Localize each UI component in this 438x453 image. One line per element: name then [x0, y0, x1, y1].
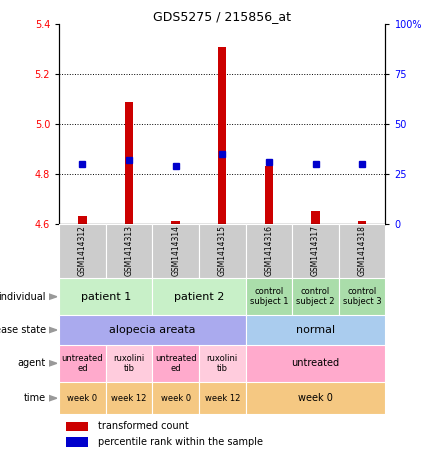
Bar: [199, 345, 246, 382]
Bar: [311, 212, 320, 224]
Bar: [66, 437, 88, 447]
Text: normal: normal: [296, 325, 335, 335]
Text: patient 2: patient 2: [174, 292, 224, 302]
Text: disease state: disease state: [0, 325, 46, 335]
Text: ruxolini
tib: ruxolini tib: [207, 354, 238, 373]
Polygon shape: [49, 395, 57, 401]
Bar: [339, 224, 385, 278]
Text: GSM1414313: GSM1414313: [124, 226, 134, 276]
Bar: [59, 382, 106, 414]
Text: individual: individual: [0, 292, 46, 302]
Text: time: time: [24, 393, 46, 403]
Bar: [246, 315, 385, 345]
Text: control
subject 1: control subject 1: [250, 287, 288, 306]
Bar: [59, 315, 246, 345]
Bar: [265, 167, 273, 224]
Text: GSM1414315: GSM1414315: [218, 226, 227, 276]
Polygon shape: [49, 361, 57, 366]
Text: untreated
ed: untreated ed: [155, 354, 197, 373]
Bar: [59, 345, 106, 382]
Bar: [59, 278, 152, 315]
Bar: [358, 222, 366, 224]
Text: GSM1414317: GSM1414317: [311, 226, 320, 276]
Bar: [106, 224, 152, 278]
Bar: [152, 278, 246, 315]
Text: week 0: week 0: [67, 394, 98, 403]
Text: ruxolini
tib: ruxolini tib: [113, 354, 145, 373]
Bar: [66, 421, 88, 431]
Text: transformed count: transformed count: [98, 421, 189, 431]
Text: untreated: untreated: [291, 358, 339, 368]
Text: untreated
ed: untreated ed: [62, 354, 103, 373]
Bar: [59, 224, 106, 278]
Text: week 12: week 12: [205, 394, 240, 403]
Bar: [199, 382, 246, 414]
Text: week 12: week 12: [111, 394, 147, 403]
Bar: [246, 278, 292, 315]
Bar: [292, 278, 339, 315]
Text: agent: agent: [18, 358, 46, 368]
Bar: [339, 278, 385, 315]
Bar: [171, 222, 180, 224]
Bar: [125, 102, 133, 224]
Bar: [106, 382, 152, 414]
Text: GSM1414314: GSM1414314: [171, 226, 180, 276]
Text: GSM1414318: GSM1414318: [358, 226, 367, 276]
Title: GDS5275 / 215856_at: GDS5275 / 215856_at: [153, 10, 291, 23]
Bar: [246, 345, 385, 382]
Text: control
subject 3: control subject 3: [343, 287, 381, 306]
Text: week 0: week 0: [298, 393, 333, 403]
Bar: [218, 47, 226, 224]
Polygon shape: [49, 327, 57, 333]
Polygon shape: [49, 294, 57, 299]
Bar: [152, 224, 199, 278]
Bar: [292, 224, 339, 278]
Text: alopecia areata: alopecia areata: [109, 325, 196, 335]
Text: control
subject 2: control subject 2: [296, 287, 335, 306]
Bar: [78, 217, 87, 224]
Text: patient 1: patient 1: [81, 292, 131, 302]
Bar: [246, 382, 385, 414]
Bar: [152, 345, 199, 382]
Text: GSM1414316: GSM1414316: [265, 226, 273, 276]
Text: percentile rank within the sample: percentile rank within the sample: [98, 437, 263, 447]
Bar: [246, 224, 292, 278]
Text: week 0: week 0: [161, 394, 191, 403]
Text: GSM1414312: GSM1414312: [78, 226, 87, 276]
Bar: [199, 224, 246, 278]
Bar: [106, 345, 152, 382]
Bar: [152, 382, 199, 414]
